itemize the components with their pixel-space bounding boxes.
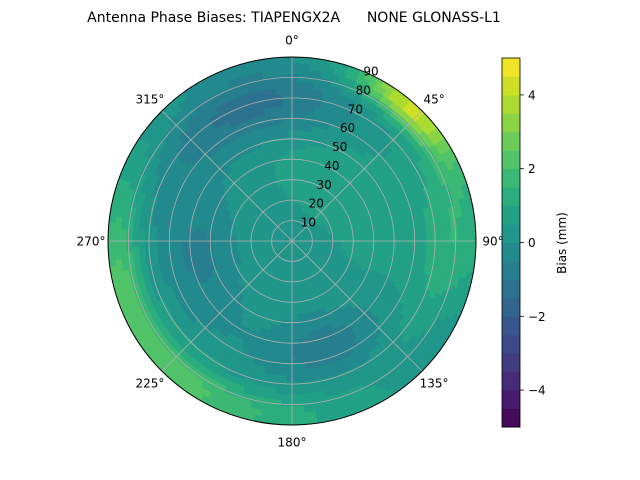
chart-title: Antenna Phase Biases: TIAPENGX2A NONE GL… [87,10,501,26]
